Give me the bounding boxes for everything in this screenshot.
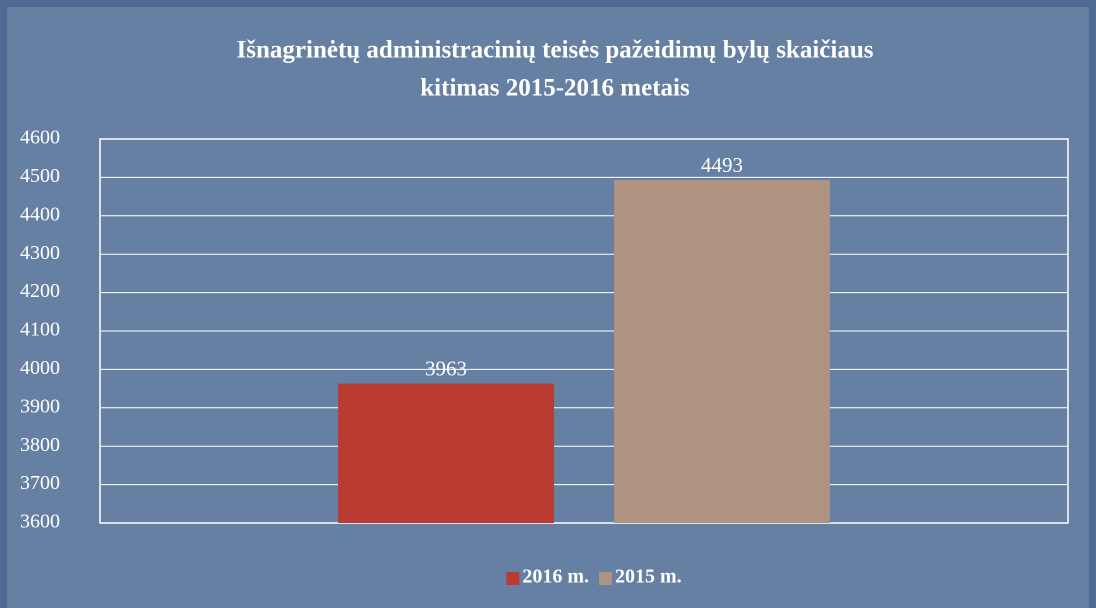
y-tick-label: 4600: [20, 127, 60, 149]
legend-label: 2016 m.: [522, 566, 589, 588]
legend-swatch: [599, 572, 612, 585]
y-tick-label: 4400: [20, 203, 60, 225]
y-tick-label: 3800: [20, 434, 60, 456]
value-label: 4493: [701, 153, 743, 177]
legend-swatch: [506, 572, 520, 585]
y-tick-label: 4300: [20, 242, 60, 264]
legend-label: 2015 m.: [615, 566, 682, 588]
y-tick-label: 3700: [20, 472, 60, 494]
y-tick-label: 4500: [20, 165, 60, 187]
chart-title: kitimas 2015-2016 metais: [420, 75, 690, 102]
bar: [614, 180, 830, 523]
plot-border: [99, 138, 1069, 524]
y-tick-label: 3600: [20, 511, 60, 533]
bar: [338, 383, 554, 523]
chart-title: Išnagrinėtų administracinių teisės pažei…: [237, 37, 874, 64]
y-tick-label: 4200: [20, 280, 60, 302]
y-tick-label: 3900: [20, 395, 60, 417]
value-label: 3963: [425, 356, 467, 380]
y-tick-label: 4000: [20, 357, 60, 379]
y-tick-label: 4100: [20, 319, 60, 341]
